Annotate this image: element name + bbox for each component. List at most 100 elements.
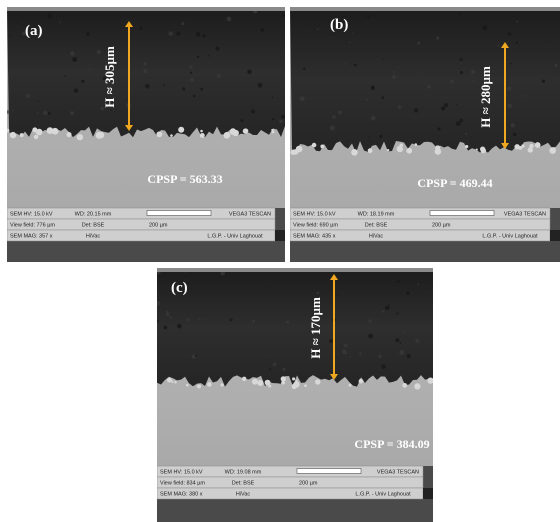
particle [406, 148, 412, 154]
particle [535, 142, 541, 148]
texture [9, 35, 10, 36]
info-text: HiVac [236, 491, 251, 497]
texture [270, 355, 271, 356]
coating-layer [157, 268, 433, 387]
texture [398, 105, 402, 109]
particle [476, 148, 478, 150]
texture [217, 74, 221, 78]
texture [368, 319, 371, 322]
texture [177, 324, 182, 329]
panel-label: (b) [330, 17, 348, 33]
texture [272, 118, 274, 120]
particle [233, 130, 239, 136]
info-text: 200 µm [432, 222, 451, 228]
info-text: Det: BSE [232, 480, 255, 486]
particle [178, 127, 184, 133]
micrograph-panel: H ≈ 170µm(c)CPSP = 384.09SEM HV: 15.0 kV… [157, 268, 433, 522]
texture [48, 112, 51, 115]
scale-bar [297, 469, 361, 474]
texture [554, 64, 557, 67]
texture [392, 75, 396, 79]
texture [258, 83, 263, 88]
height-label: H ≈ 280µm [478, 66, 493, 128]
info-bar: SEM HV: 15.0 kVWD: 18.19 mmVEGA3 TESCANV… [290, 208, 560, 262]
texture [406, 291, 409, 294]
texture [397, 280, 400, 283]
panel-label: (a) [25, 23, 43, 39]
texture [72, 57, 77, 62]
info-text: Det: BSE [82, 222, 105, 228]
texture [523, 95, 524, 96]
particle [156, 131, 162, 137]
texture [378, 354, 382, 358]
info-text: SEM MAG: 357 x [10, 233, 53, 239]
particle [292, 384, 297, 389]
texture [417, 41, 420, 44]
texture [197, 56, 200, 59]
texture [344, 63, 346, 65]
texture [344, 343, 348, 347]
particle [257, 380, 263, 386]
texture [511, 123, 515, 127]
texture [354, 64, 357, 67]
figure: H ≈ 305µm(a)CPSP = 563.33SEM HV: 15.0 kV… [0, 0, 560, 522]
height-label: H ≈ 170µm [308, 297, 323, 359]
texture [251, 109, 255, 113]
texture [333, 33, 334, 34]
texture [335, 295, 336, 296]
texture [407, 354, 411, 358]
texture [456, 121, 461, 126]
particle [186, 384, 189, 387]
texture [247, 70, 251, 74]
texture [97, 50, 101, 54]
particle [312, 143, 317, 148]
texture [510, 63, 512, 65]
top-edge [290, 7, 560, 11]
texture [508, 32, 511, 35]
texture [241, 119, 244, 122]
texture [195, 355, 197, 357]
particle [402, 383, 407, 388]
texture [166, 310, 168, 312]
texture [59, 21, 61, 23]
info-text: VEGA3 TESCAN [377, 469, 419, 475]
particle [207, 382, 212, 387]
info-text: SEM MAG: 435 x [293, 233, 336, 239]
texture [513, 133, 517, 137]
texture [208, 55, 210, 57]
logo-box [275, 230, 285, 241]
texture [427, 288, 428, 289]
texture [371, 86, 375, 90]
particle [349, 384, 352, 387]
texture [200, 88, 203, 91]
texture [456, 104, 457, 105]
top-edge [7, 7, 285, 11]
particle [465, 145, 468, 148]
info-text: Det: BSE [365, 222, 388, 228]
particle [320, 144, 324, 148]
texture [338, 353, 339, 354]
texture [402, 343, 403, 344]
texture [483, 26, 488, 31]
particle [167, 378, 172, 383]
cpsp-label: CPSP = 384.09 [354, 437, 429, 451]
texture [450, 80, 454, 84]
texture [317, 292, 320, 295]
info-text: SEM MAG: 380 x [160, 491, 203, 497]
texture [89, 68, 91, 70]
texture [444, 103, 448, 107]
scale-bar [147, 211, 211, 216]
particle [315, 379, 320, 384]
info-text: VEGA3 TESCAN [504, 211, 546, 217]
texture [507, 103, 512, 108]
texture [47, 13, 52, 18]
texture [309, 30, 310, 31]
texture [516, 21, 518, 23]
cpsp-label: CPSP = 469.44 [417, 176, 492, 190]
info-bar: SEM HV: 15.0 kVWD: 20.15 mmVEGA3 TESCANV… [7, 208, 285, 262]
texture [368, 334, 373, 339]
info-text: SEM HV: 15.0 kV [293, 211, 336, 217]
texture [382, 96, 385, 99]
texture [110, 109, 111, 110]
particle [281, 381, 285, 385]
